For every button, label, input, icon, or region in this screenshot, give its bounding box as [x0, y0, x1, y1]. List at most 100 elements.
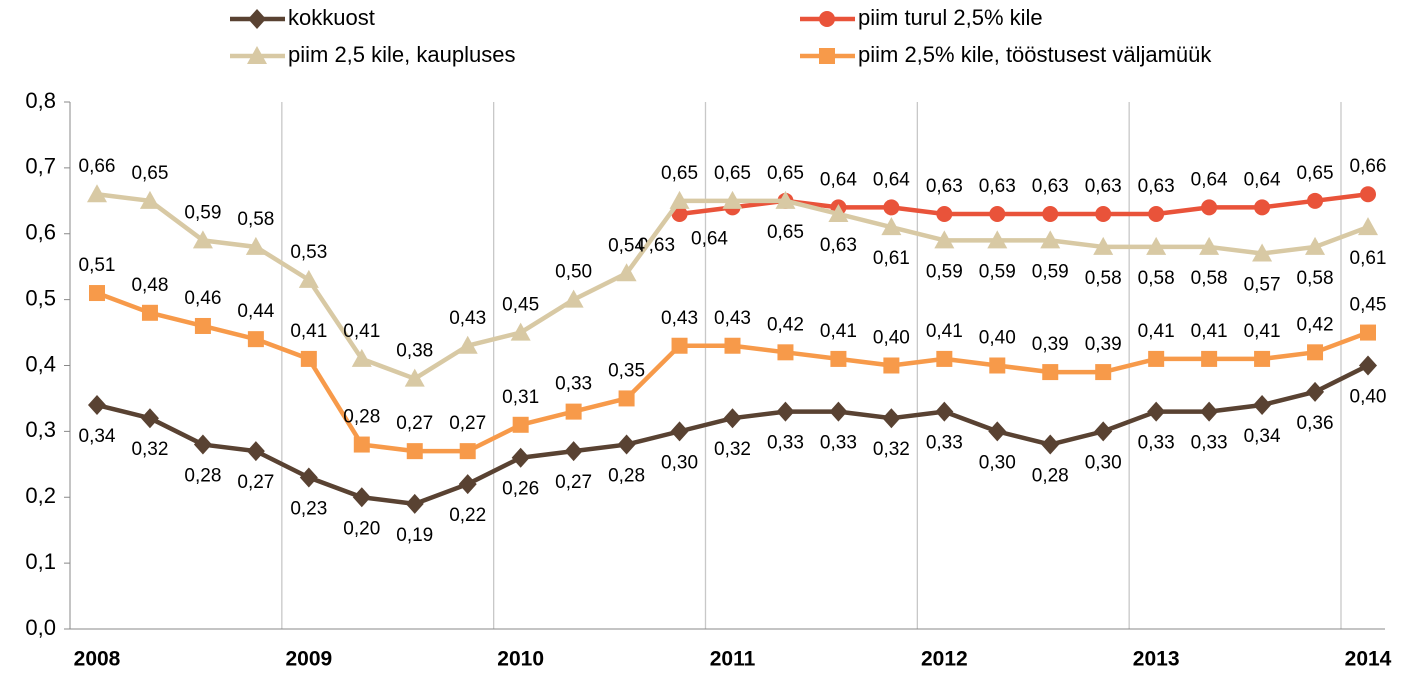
data-point	[193, 434, 212, 455]
data-label: 0,36	[1297, 413, 1334, 434]
y-tick-label: 0,2	[25, 483, 56, 508]
data-label: 0,40	[873, 328, 910, 349]
data-point	[194, 317, 211, 334]
data-point	[1094, 421, 1113, 442]
data-point	[353, 436, 370, 453]
data-label: 0,27	[449, 413, 486, 434]
data-point	[1148, 350, 1165, 367]
x-tick-label: 2014	[1345, 648, 1392, 671]
y-tick-label: 0,6	[25, 220, 56, 245]
data-point	[404, 368, 425, 387]
data-label: 0,38	[396, 341, 433, 362]
data-point	[670, 421, 689, 442]
data-label: 0,50	[555, 262, 592, 283]
data-point	[1040, 230, 1061, 249]
data-label: 0,42	[767, 314, 804, 335]
data-point	[724, 337, 741, 354]
data-label: 0,32	[131, 439, 168, 460]
data-label: 0,28	[184, 466, 221, 487]
data-point	[1042, 364, 1059, 381]
data-point	[459, 443, 476, 460]
data-point	[1307, 192, 1324, 209]
data-label: 0,32	[714, 439, 751, 460]
data-point	[247, 331, 264, 348]
data-label: 0,57	[1244, 275, 1281, 296]
data-point	[511, 447, 530, 468]
data-point	[1360, 324, 1376, 341]
data-label: 0,51	[79, 255, 116, 276]
data-label: 0,43	[714, 308, 751, 329]
legend-label: piim turul 2,5% kile	[858, 5, 1043, 30]
data-label: 0,59	[184, 202, 221, 223]
data-label: 0,45	[1350, 295, 1387, 316]
data-point	[1201, 350, 1218, 367]
data-point	[935, 401, 954, 422]
data-point	[777, 344, 794, 361]
data-label: 0,65	[661, 163, 698, 184]
y-tick-label: 0,5	[25, 285, 56, 310]
legend-marker	[247, 46, 267, 64]
data-point	[299, 467, 318, 488]
data-label: 0,65	[767, 222, 804, 243]
data-label: 0,30	[979, 452, 1016, 473]
data-point	[882, 408, 901, 429]
data-point	[1360, 186, 1376, 203]
data-point	[1146, 236, 1167, 255]
data-point	[87, 184, 107, 203]
series-line	[96, 363, 1370, 507]
data-point	[1252, 243, 1273, 262]
data-label: 0,63	[1138, 176, 1175, 197]
legend-label: piim 2,5 kile, kaupluses	[288, 42, 515, 67]
data-point	[1199, 236, 1220, 255]
data-label: 0,45	[502, 295, 539, 316]
data-label: 0,64	[820, 169, 857, 190]
data-label: 0,27	[237, 472, 274, 493]
data-point	[352, 487, 371, 508]
data-label: 0,40	[1350, 387, 1387, 408]
data-point	[934, 230, 955, 249]
data-point	[669, 190, 690, 209]
data-point	[141, 304, 158, 321]
data-label: 0,64	[691, 228, 728, 249]
data-point	[828, 203, 849, 222]
data-point	[987, 230, 1008, 249]
data-point	[246, 441, 265, 462]
data-label: 0,64	[873, 169, 910, 190]
data-point	[140, 408, 159, 429]
data-label: 0,61	[1350, 248, 1387, 269]
data-point	[1200, 401, 1219, 422]
data-point	[618, 390, 635, 407]
data-label: 0,30	[661, 452, 698, 473]
data-point	[1201, 199, 1218, 216]
data-label: 0,41	[820, 321, 857, 342]
data-label: 0,58	[1297, 268, 1334, 289]
data-label: 0,64	[1191, 169, 1228, 190]
data-point	[1147, 401, 1166, 422]
data-label: 0,66	[79, 156, 116, 177]
data-point	[722, 190, 743, 209]
data-point	[1254, 199, 1271, 216]
data-label: 0,58	[1191, 268, 1228, 289]
data-point	[405, 493, 424, 514]
data-label: 0,65	[1297, 163, 1334, 184]
x-tick-label: 2008	[74, 648, 121, 671]
data-point	[1359, 355, 1377, 376]
y-tick-label: 0,1	[25, 549, 56, 574]
legend-marker	[819, 11, 835, 27]
data-label: 0,65	[714, 163, 751, 184]
data-point	[616, 263, 637, 282]
data-label: 0,66	[1350, 156, 1387, 177]
data-label: 0,28	[343, 407, 380, 428]
data-label: 0,33	[1138, 433, 1175, 454]
data-label: 0,65	[767, 163, 804, 184]
data-point	[1095, 205, 1112, 222]
data-label: 0,30	[1085, 452, 1122, 473]
data-label: 0,34	[79, 426, 116, 447]
data-label: 0,41	[290, 321, 327, 342]
data-label: 0,23	[290, 499, 327, 520]
data-label: 0,41	[1244, 321, 1281, 342]
data-point	[1306, 381, 1325, 402]
data-label: 0,34	[1244, 426, 1281, 447]
data-label: 0,41	[926, 321, 963, 342]
